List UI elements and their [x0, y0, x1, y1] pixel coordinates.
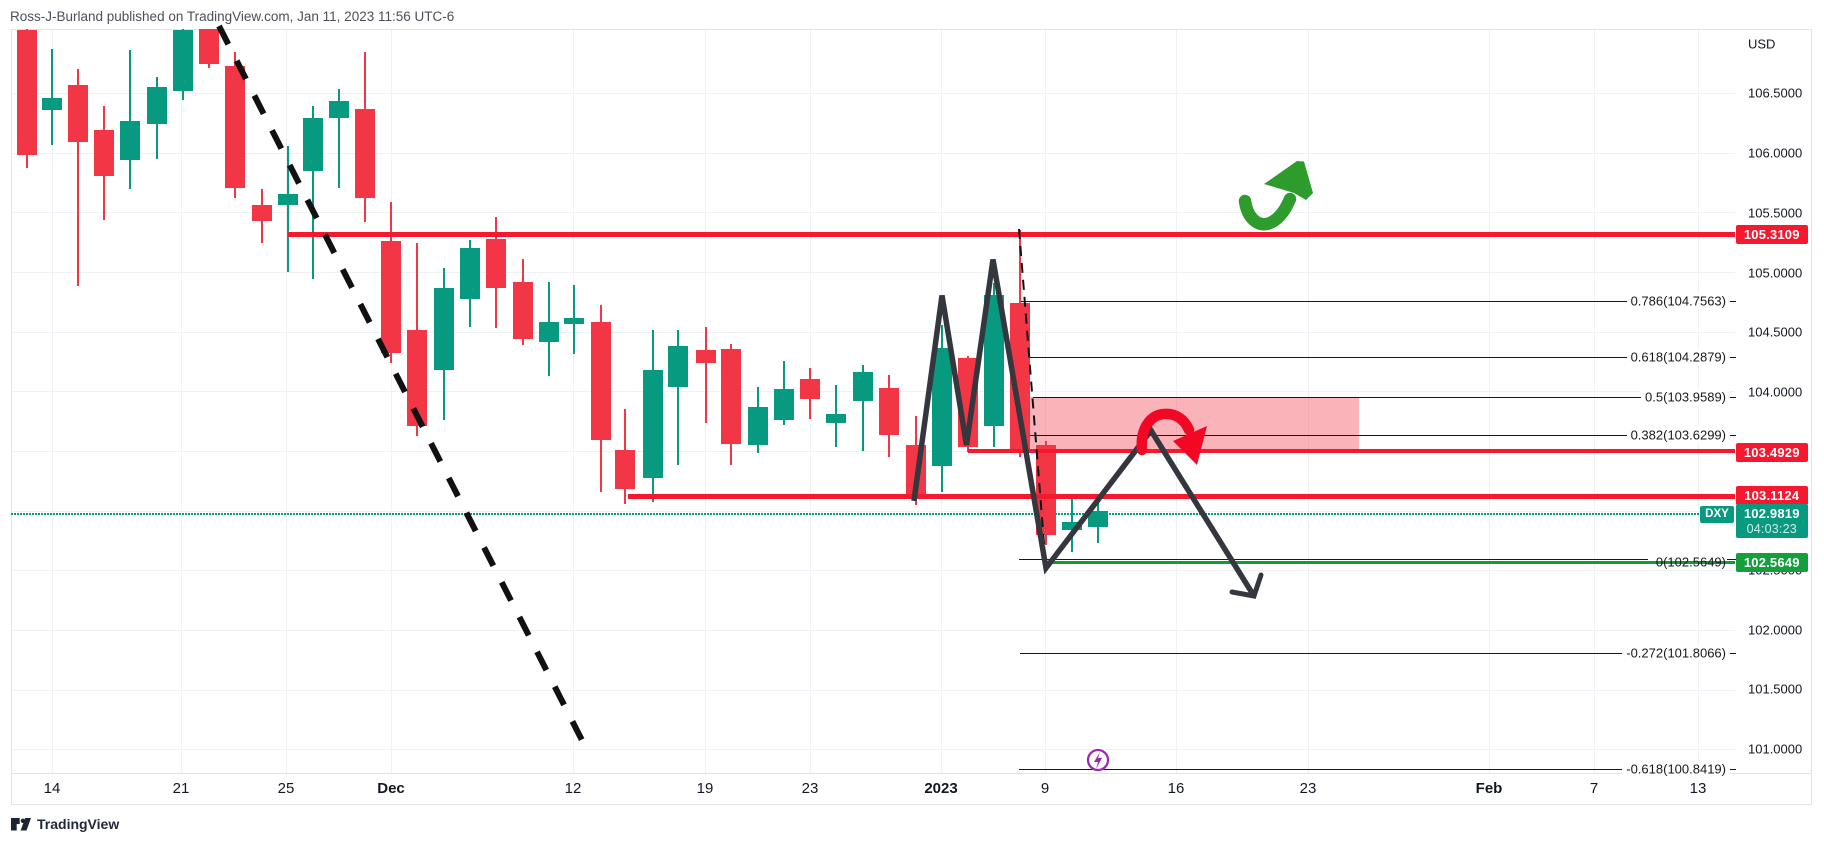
- svg-text:TradingView: TradingView: [37, 816, 119, 832]
